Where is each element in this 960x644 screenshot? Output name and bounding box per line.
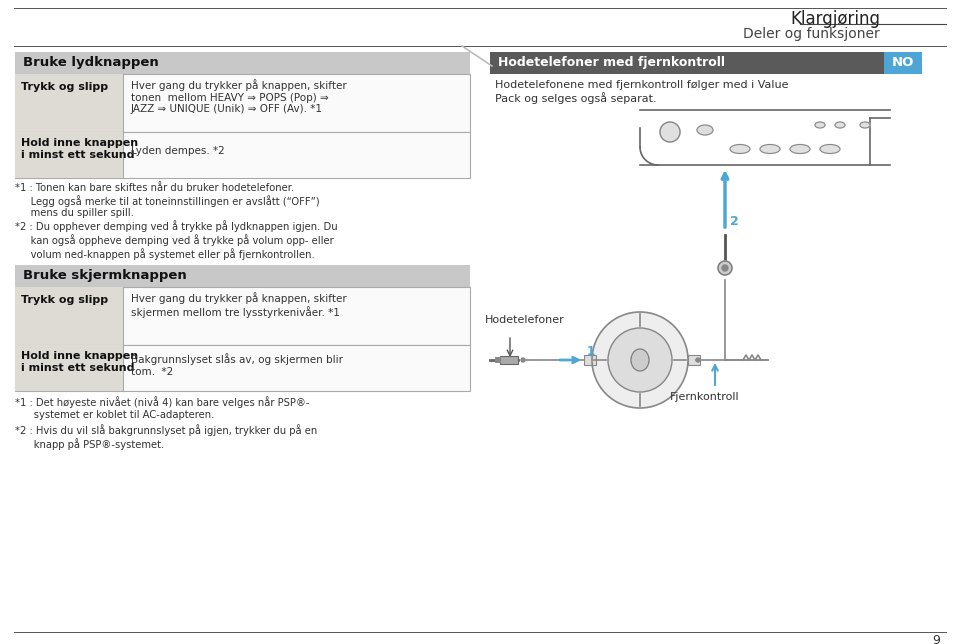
Text: Fjernkontroll: Fjernkontroll bbox=[670, 392, 739, 402]
Bar bbox=[15, 287, 123, 345]
Bar bbox=[15, 74, 123, 132]
Text: Hodetelefoner med fjernkontroll: Hodetelefoner med fjernkontroll bbox=[498, 56, 725, 69]
Ellipse shape bbox=[760, 144, 780, 153]
Ellipse shape bbox=[815, 122, 825, 128]
Bar bbox=[884, 52, 922, 74]
Text: Lyden dempes. *2: Lyden dempes. *2 bbox=[131, 146, 225, 156]
Bar bbox=[15, 345, 470, 391]
Bar bbox=[15, 132, 470, 178]
Ellipse shape bbox=[820, 144, 840, 153]
Text: Klargjøring: Klargjøring bbox=[790, 10, 880, 28]
Circle shape bbox=[521, 358, 525, 362]
Text: Trykk og slipp: Trykk og slipp bbox=[21, 295, 108, 305]
Text: NO: NO bbox=[892, 56, 914, 69]
Circle shape bbox=[592, 312, 688, 408]
Text: Hver gang du trykker på knappen, skifter
tonen  mellom HEAVY ⇒ POPS (Pop) ⇒
JAZZ: Hver gang du trykker på knappen, skifter… bbox=[131, 79, 347, 114]
Circle shape bbox=[608, 328, 672, 392]
Circle shape bbox=[696, 358, 700, 362]
Bar bbox=[15, 52, 470, 74]
Ellipse shape bbox=[835, 122, 845, 128]
Text: 2: 2 bbox=[730, 215, 739, 228]
Text: 9: 9 bbox=[932, 634, 940, 644]
Text: Hodetelefonene med fjernkontroll følger med i Value
Pack og selges også separat.: Hodetelefonene med fjernkontroll følger … bbox=[495, 80, 788, 104]
Text: Bruke skjermknappen: Bruke skjermknappen bbox=[23, 269, 187, 282]
Text: Hold inne knappen
i minst ett sekund: Hold inne knappen i minst ett sekund bbox=[21, 351, 138, 373]
Bar bbox=[495, 357, 501, 363]
Text: Hver gang du trykker på knappen, skifter
skjermen mellom tre lysstyrkenivåer. *1: Hver gang du trykker på knappen, skifter… bbox=[131, 292, 347, 317]
Ellipse shape bbox=[697, 125, 713, 135]
Bar bbox=[584, 355, 596, 365]
Text: Hold inne knappen
i minst ett sekund: Hold inne knappen i minst ett sekund bbox=[21, 138, 138, 160]
Text: *2 : Du opphever demping ved å trykke på lydknappen igjen. Du
     kan også opph: *2 : Du opphever demping ved å trykke på… bbox=[15, 220, 338, 260]
Text: Bruke lydknappen: Bruke lydknappen bbox=[23, 56, 158, 69]
Text: *1 : Tonen kan bare skiftes når du bruker hodetelefoner.
     Legg også merke ti: *1 : Tonen kan bare skiftes når du bruke… bbox=[15, 183, 320, 218]
Bar bbox=[490, 52, 884, 74]
Circle shape bbox=[722, 265, 728, 271]
Bar bbox=[15, 345, 123, 391]
Bar bbox=[15, 132, 123, 178]
Text: Bakgrunnslyset slås av, og skjermen blir
tom.  *2: Bakgrunnslyset slås av, og skjermen blir… bbox=[131, 353, 343, 377]
Ellipse shape bbox=[730, 144, 750, 153]
Text: Deler og funksjoner: Deler og funksjoner bbox=[743, 27, 880, 41]
Text: Hodetelefoner: Hodetelefoner bbox=[485, 315, 564, 325]
Text: *2 : Hvis du vil slå bakgrunnslyset på igjen, trykker du på en
      knapp på PS: *2 : Hvis du vil slå bakgrunnslyset på i… bbox=[15, 424, 317, 450]
Text: 1: 1 bbox=[587, 345, 595, 358]
Bar bbox=[500, 356, 518, 364]
Circle shape bbox=[660, 122, 680, 142]
Text: Trykk og slipp: Trykk og slipp bbox=[21, 82, 108, 92]
Bar bbox=[15, 74, 470, 132]
Ellipse shape bbox=[790, 144, 810, 153]
Ellipse shape bbox=[860, 122, 870, 128]
Bar bbox=[15, 287, 470, 345]
Ellipse shape bbox=[631, 349, 649, 371]
Text: *1 : Det høyeste nivået (nivå 4) kan bare velges når PSP®-
      systemet er kob: *1 : Det høyeste nivået (nivå 4) kan bar… bbox=[15, 396, 309, 419]
Bar bbox=[15, 265, 470, 287]
Circle shape bbox=[718, 261, 732, 275]
Bar bbox=[688, 355, 700, 365]
